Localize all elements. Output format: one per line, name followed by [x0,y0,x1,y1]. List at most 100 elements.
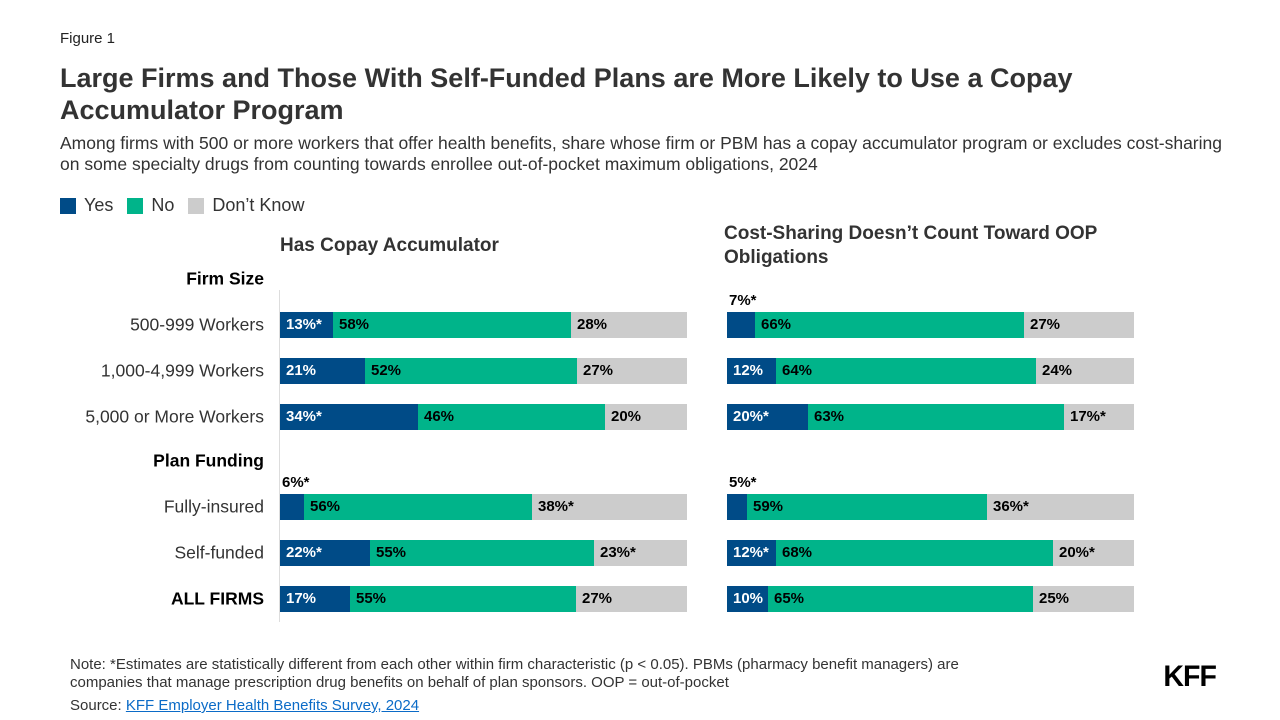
data-label: 36%* [993,498,1029,515]
source-prefix: Source: [70,697,126,714]
bar-yes: 21% [280,358,365,384]
group-label-firm-size: Firm Size [186,268,264,289]
source: Source: KFF Employer Health Benefits Sur… [70,697,419,714]
panel-title-oop: Cost-Sharing Doesn’t Count Toward OOP Ob… [724,223,1097,268]
bar-don-t-know: 17%* [1064,404,1134,430]
data-label: 6%* [282,474,310,491]
data-label: 10% [733,590,764,607]
category-label: Fully-insured [163,496,264,517]
category-label: 1,000-4,999 Workers [100,360,264,381]
bar-yes [727,312,755,338]
bar-don-t-know: 36%* [987,494,1134,520]
bar-yes: 10% [727,586,768,612]
legend-swatch-dont-know [188,197,205,214]
bar-yes [727,494,747,520]
legend: Yes No Don’t Know [60,195,304,216]
data-label: 24% [1042,362,1073,379]
category-label: Self-funded [174,542,264,563]
footnote: Note: *Estimates are statistically diffe… [70,656,959,691]
bar-don-t-know: 25% [1033,586,1134,612]
bar-no: 52% [365,358,577,384]
data-label: 56% [310,498,341,515]
figure-label: Figure 1 [60,30,116,47]
data-label: 23%* [600,544,636,561]
legend-item-dont-know: Don’t Know [188,195,304,216]
bar-yes: 13%* [280,312,333,338]
legend-item-no: No [127,195,174,216]
bar-yes: 20%* [727,404,808,430]
data-label: 63% [814,408,845,425]
data-label: 46% [424,408,455,425]
data-label: 34%* [286,408,322,425]
bar-no: 63% [808,404,1064,430]
data-label: 17% [286,590,317,607]
data-label: 55% [376,544,407,561]
bar-yes: 34%* [280,404,418,430]
data-label: 21% [286,362,317,379]
category-label: ALL FIRMS [170,588,264,609]
legend-item-yes: Yes [60,195,113,216]
data-label: 52% [371,362,402,379]
bar-no: 58% [333,312,571,338]
data-label: 59% [753,498,784,515]
data-label: 25% [1039,590,1070,607]
bar-no: 66% [755,312,1024,338]
chart-title: Large Firms and Those With Self-Funded P… [60,63,1073,125]
data-label: 68% [782,544,813,561]
category-label: 5,000 or More Workers [85,406,264,427]
data-label: 20%* [733,408,769,425]
data-label: 13%* [286,316,322,333]
data-label: 20%* [1059,544,1095,561]
bar-no: 55% [350,586,576,612]
bar-yes: 22%* [280,540,370,566]
bar-don-t-know: 24% [1036,358,1134,384]
group-label-plan-funding: Plan Funding [153,450,264,471]
data-label: 64% [782,362,813,379]
data-label: 12%* [733,544,769,561]
bar-yes: 17% [280,586,350,612]
bar-no: 56% [304,494,532,520]
data-label: 7%* [729,292,757,309]
bar-no: 65% [768,586,1033,612]
bar-yes: 12% [727,358,776,384]
data-label: 28% [577,316,608,333]
bar-don-t-know: 38%* [532,494,687,520]
data-label: 22%* [286,544,322,561]
data-label: 5%* [729,474,757,491]
legend-label: No [151,195,175,215]
bar-don-t-know: 23%* [594,540,687,566]
data-label: 27% [583,362,614,379]
chart-subtitle: Among firms with 500 or more workers tha… [60,133,1222,174]
data-label: 17%* [1070,408,1106,425]
bar-no: 68% [776,540,1053,566]
bar-no: 59% [747,494,987,520]
bar-don-t-know: 27% [1024,312,1134,338]
bar-yes [280,494,304,520]
data-label: 55% [356,590,387,607]
data-label: 38%* [538,498,574,515]
data-label: 20% [611,408,642,425]
data-label: 58% [339,316,370,333]
category-label: 500-999 Workers [130,314,264,335]
legend-swatch-no [127,197,144,214]
bar-no: 55% [370,540,594,566]
bar-don-t-know: 20% [605,404,687,430]
bar-yes: 12%* [727,540,776,566]
bar-no: 64% [776,358,1036,384]
kff-logo: KFF [1163,660,1217,693]
legend-label: Don’t Know [212,195,305,215]
data-label: 65% [774,590,805,607]
bar-don-t-know: 27% [576,586,687,612]
data-label: 27% [582,590,613,607]
bar-don-t-know: 28% [571,312,687,338]
axis-line [279,290,280,622]
source-link[interactable]: KFF Employer Health Benefits Survey, 202… [125,697,420,714]
bar-don-t-know: 27% [577,358,687,384]
bar-don-t-know: 20%* [1053,540,1134,566]
bar-no: 46% [418,404,605,430]
legend-label: Yes [84,195,114,215]
data-label: 66% [761,316,792,333]
data-label: 27% [1030,316,1061,333]
data-label: 12% [733,362,764,379]
panel-title-copay: Has Copay Accumulator [280,235,499,256]
